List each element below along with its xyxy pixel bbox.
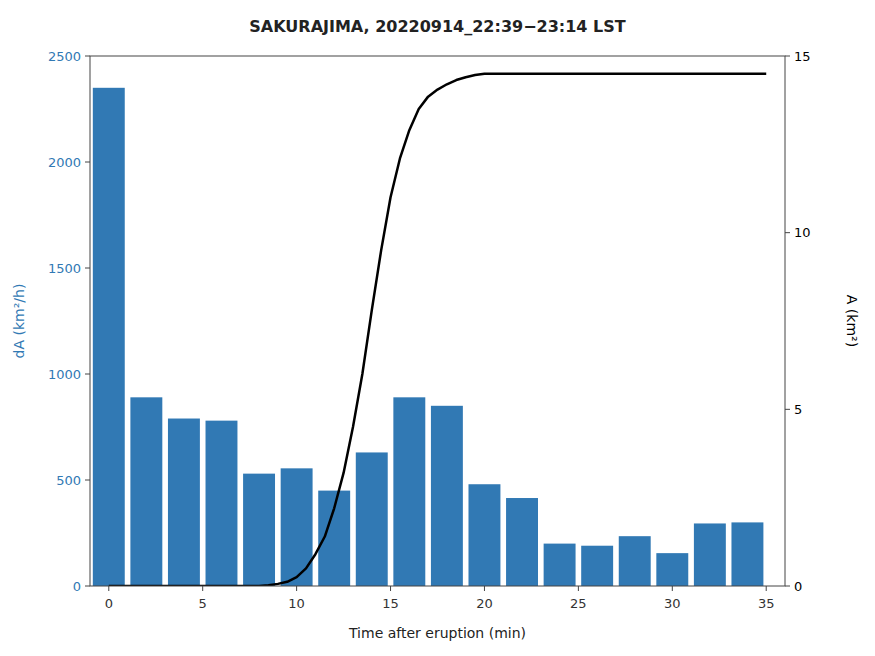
bar — [93, 88, 125, 586]
bar — [619, 536, 651, 586]
y-axis-label: dA (km²/h) — [11, 284, 27, 359]
plot-area — [93, 74, 766, 586]
x-tick — [484, 586, 485, 591]
y-tick-label: 1000 — [48, 367, 81, 382]
bar — [130, 397, 162, 586]
x-tick-label: 5 — [199, 596, 207, 611]
y-tick — [85, 56, 90, 57]
y-tick — [85, 480, 90, 481]
x-tick — [766, 586, 767, 591]
bar — [468, 484, 500, 586]
x-tick — [578, 586, 579, 591]
x-axis: 0 5 10 15 20 25 30 35 — [105, 586, 775, 611]
y2-tick-label: 10 — [794, 225, 811, 240]
bar — [731, 522, 763, 586]
x-tick-label: 30 — [664, 596, 681, 611]
bar — [393, 397, 425, 586]
x-tick-label: 15 — [382, 596, 399, 611]
x-tick — [202, 586, 203, 591]
x-tick-label: 20 — [476, 596, 493, 611]
x-tick-label: 0 — [105, 596, 113, 611]
x-tick — [296, 586, 297, 591]
y2-tick — [785, 56, 790, 57]
plot-frame — [90, 56, 785, 586]
bar — [281, 468, 313, 586]
y2-tick — [785, 409, 790, 410]
y2-tick — [785, 232, 790, 233]
x-tick-label: 25 — [570, 596, 587, 611]
x-tick — [108, 586, 109, 591]
y2-tick-label: 0 — [794, 579, 802, 594]
bar — [544, 544, 576, 586]
line — [109, 74, 766, 586]
bar — [356, 452, 388, 586]
y-tick-label: 1500 — [48, 261, 81, 276]
y-axis: 0 500 1000 1500 2000 2500 — [48, 49, 90, 594]
bar — [506, 498, 538, 586]
y-tick — [85, 374, 90, 375]
y2-tick-label: 5 — [794, 402, 802, 417]
x-tick — [672, 586, 673, 591]
x-tick — [390, 586, 391, 591]
x-tick-label: 10 — [288, 596, 305, 611]
y-tick-label: 500 — [56, 473, 81, 488]
y-tick — [85, 586, 90, 587]
y-tick-label: 2000 — [48, 155, 81, 170]
bar — [656, 553, 688, 586]
bar — [694, 523, 726, 586]
bar — [206, 421, 238, 586]
y2-tick — [785, 586, 790, 587]
y2-axis: 0 5 10 15 — [785, 49, 811, 594]
chart: 0 5 10 15 20 25 30 35 Time after eruption (min) 0… — [0, 0, 875, 656]
bar — [431, 406, 463, 586]
x-axis-label: Time after eruption (min) — [348, 625, 526, 641]
bar — [581, 546, 613, 586]
title: SAKURAJIMA, 20220914_22:39−23:14 LST — [249, 17, 625, 36]
x-tick-label: 35 — [758, 596, 775, 611]
y-tick-label: 2500 — [48, 49, 81, 64]
y2-tick-label: 15 — [794, 49, 811, 64]
y-tick-label: 0 — [73, 579, 81, 594]
y-tick — [85, 162, 90, 163]
bar — [168, 419, 200, 586]
y2-axis-label: A (km²) — [844, 295, 860, 347]
bar — [243, 474, 275, 586]
y-tick — [85, 268, 90, 269]
